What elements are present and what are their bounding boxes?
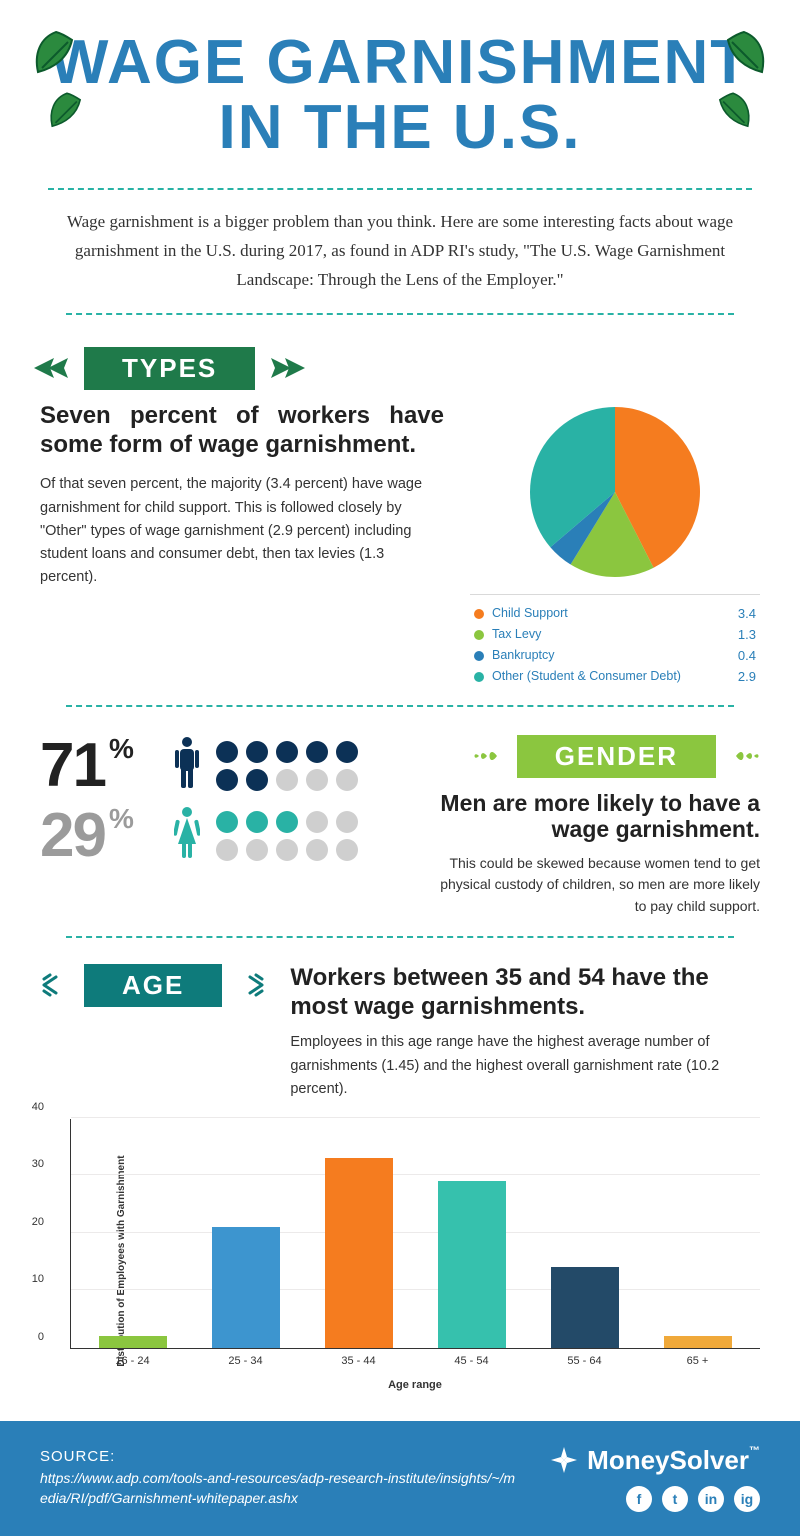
facebook-icon[interactable]: f	[626, 1486, 652, 1512]
pie-legend: Child Support3.4Tax Levy1.3Bankruptcy0.4…	[470, 594, 760, 687]
dot-icon	[246, 769, 268, 791]
footer: SOURCE: https://www.adp.com/tools-and-re…	[0, 1421, 800, 1536]
linkedin-icon[interactable]: in	[698, 1486, 724, 1512]
dot-icon	[246, 839, 268, 861]
bar	[325, 1158, 393, 1348]
dot-icon	[276, 811, 298, 833]
bar	[438, 1181, 506, 1348]
types-pie-chart	[520, 402, 710, 582]
divider	[66, 936, 734, 938]
age-headline: Workers between 35 and 54 have the most …	[290, 964, 760, 1022]
age-banner: AGE	[40, 964, 266, 1007]
leaf-icon	[710, 90, 756, 141]
x-tick-label: 45 - 54	[438, 1355, 506, 1367]
male-icon	[174, 736, 202, 795]
dot-icon	[216, 769, 238, 791]
flourish-right-icon	[232, 973, 266, 997]
y-tick-label: 10	[32, 1273, 44, 1285]
dot-icon	[216, 811, 238, 833]
bar	[99, 1336, 167, 1348]
types-headline: Seven percent of workers have some form …	[40, 402, 444, 460]
age-bar-chart: Distribution of Employees with Garnishme…	[0, 1101, 800, 1421]
leaf-icon	[44, 90, 90, 141]
divider	[48, 188, 752, 190]
flourish-left-icon	[40, 973, 74, 997]
dot-icon	[246, 811, 268, 833]
source-url: https://www.adp.com/tools-and-resources/…	[40, 1469, 519, 1508]
twitter-icon[interactable]: t	[662, 1486, 688, 1512]
x-tick-label: 16 - 24	[99, 1355, 167, 1367]
instagram-icon[interactable]: ig	[734, 1486, 760, 1512]
x-tick-label: 55 - 64	[551, 1355, 619, 1367]
source-label: SOURCE:	[40, 1448, 519, 1465]
banner-label: TYPES	[84, 347, 255, 390]
divider	[66, 705, 734, 707]
gender-banner: GENDER	[473, 735, 760, 778]
female-percent: 29%	[40, 805, 160, 867]
legend-row: Bankruptcy0.4	[474, 645, 756, 666]
x-axis-title: Age range	[70, 1379, 760, 1391]
legend-row: Other (Student & Consumer Debt)2.9	[474, 666, 756, 687]
legend-row: Child Support3.4	[474, 603, 756, 624]
legend-row: Tax Levy1.3	[474, 624, 756, 645]
dot-icon	[276, 769, 298, 791]
x-tick-label: 35 - 44	[325, 1355, 393, 1367]
leaf-icon	[28, 28, 84, 89]
types-body: Of that seven percent, the majority (3.4…	[40, 473, 444, 589]
header: WAGE GARNISHMENT IN THE U.S.	[0, 0, 800, 170]
dot-icon	[276, 839, 298, 861]
y-tick-label: 20	[32, 1216, 44, 1228]
dot-icon	[216, 839, 238, 861]
gender-body: This could be skewed because women tend …	[440, 853, 760, 918]
female-icon	[174, 806, 202, 865]
dot-icon	[306, 741, 328, 763]
intro-paragraph: Wage garnishment is a bigger problem tha…	[0, 208, 800, 295]
arrow-right-icon	[265, 356, 305, 380]
flourish-right-icon	[726, 744, 760, 768]
y-tick-label: 0	[38, 1331, 44, 1343]
page-title: WAGE GARNISHMENT IN THE U.S.	[40, 30, 760, 160]
bar	[551, 1267, 619, 1348]
dot-icon	[246, 741, 268, 763]
dot-icon	[306, 769, 328, 791]
banner-label: AGE	[84, 964, 222, 1007]
dot-icon	[336, 839, 358, 861]
dot-icon	[336, 769, 358, 791]
types-banner: TYPES	[34, 347, 305, 390]
y-tick-label: 30	[32, 1158, 44, 1170]
divider	[66, 313, 734, 315]
dot-icon	[276, 741, 298, 763]
brand-logo: MoneySolver™	[549, 1445, 760, 1476]
x-tick-label: 25 - 34	[212, 1355, 280, 1367]
leaf-icon	[716, 28, 772, 89]
age-body: Employees in this age range have the hig…	[290, 1031, 760, 1101]
x-tick-label: 65 +	[664, 1355, 732, 1367]
y-tick-label: 40	[32, 1101, 44, 1113]
bar	[664, 1336, 732, 1348]
brand-icon	[549, 1445, 579, 1475]
dot-icon	[216, 741, 238, 763]
dot-icon	[336, 811, 358, 833]
bar	[212, 1227, 280, 1348]
gender-pictograph: 71% 29%	[40, 735, 410, 875]
male-percent: 71%	[40, 735, 160, 797]
flourish-left-icon	[473, 744, 507, 768]
dot-icon	[336, 741, 358, 763]
arrow-left-icon	[34, 356, 74, 380]
dot-icon	[306, 839, 328, 861]
banner-label: GENDER	[517, 735, 716, 778]
gender-headline: Men are more likely to have a wage garni…	[440, 790, 760, 843]
dot-icon	[306, 811, 328, 833]
